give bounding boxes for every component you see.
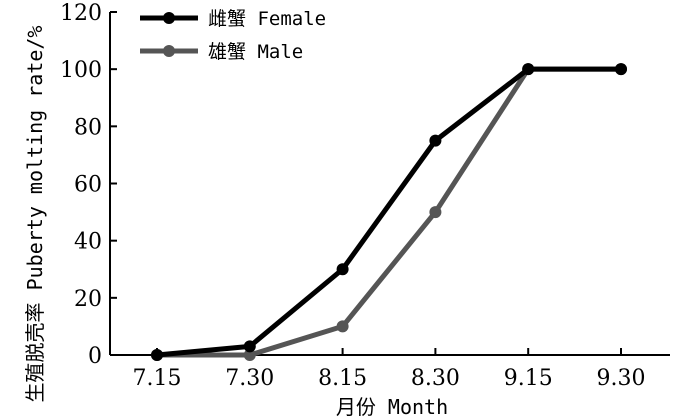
series-line xyxy=(156,66,621,358)
legend: 雌蟹 Female 雄蟹 Male xyxy=(140,8,326,63)
y-axis-ticks: 0 20 40 60 80 100 120 xyxy=(60,1,117,369)
legend-item-female: 雌蟹 Female xyxy=(140,8,326,30)
legend-marker xyxy=(163,12,175,24)
y-tick-label: 40 xyxy=(74,230,102,255)
axes xyxy=(109,12,670,356)
y-axis-title: 生殖脱壳率 Puberty molting rate/% xyxy=(23,26,47,403)
series-female xyxy=(151,63,627,361)
x-tick-label: 8.15 xyxy=(318,366,367,391)
data-point xyxy=(336,263,349,276)
data-point xyxy=(336,320,349,333)
x-tick-label: 9.30 xyxy=(597,366,646,391)
legend-label: 雄蟹 Male xyxy=(208,41,303,63)
data-point xyxy=(243,349,256,361)
x-axis-title: 月份 Month xyxy=(336,395,448,418)
series-layer xyxy=(151,63,627,361)
data-point xyxy=(151,349,163,361)
y-tick-label: 100 xyxy=(60,58,102,83)
series-male xyxy=(151,63,627,361)
data-point xyxy=(429,134,442,147)
x-tick-label: 7.15 xyxy=(133,366,182,391)
x-axis-ticks: 7.15 7.30 8.15 8.30 9.15 9.30 xyxy=(133,348,646,391)
y-tick-label: 0 xyxy=(88,344,102,369)
data-point xyxy=(522,63,535,76)
x-tick-label: 8.30 xyxy=(411,366,460,391)
y-tick-label: 20 xyxy=(74,287,102,312)
series-line xyxy=(157,66,621,358)
y-tick-label: 80 xyxy=(74,115,102,140)
legend-marker xyxy=(163,45,175,57)
data-point xyxy=(615,63,627,76)
y-tick-label: 60 xyxy=(74,173,102,198)
legend-label: 雌蟹 Female xyxy=(208,8,326,30)
x-tick-label: 9.15 xyxy=(504,366,553,391)
data-point xyxy=(243,340,256,353)
legend-item-male: 雄蟹 Male xyxy=(140,41,303,63)
x-tick-label: 7.30 xyxy=(225,366,274,391)
data-point xyxy=(429,206,442,219)
y-tick-label: 120 xyxy=(60,1,102,26)
